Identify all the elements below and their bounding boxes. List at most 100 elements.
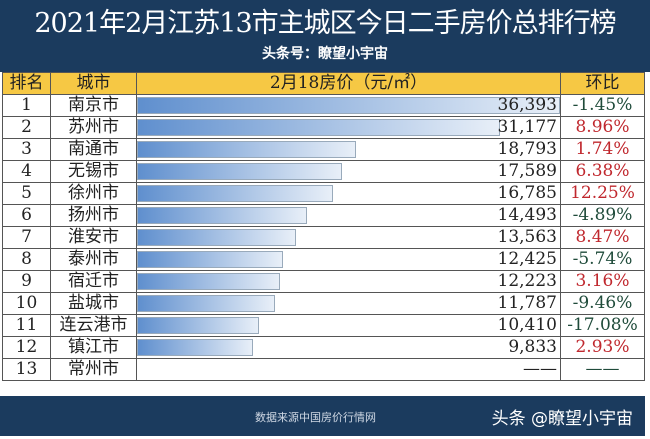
ranking-table: 排名 城市 2月18房价（元/㎡） 环比 1 南京市 36,393 -1.45%…	[2, 72, 645, 381]
table-row: 12 镇江市 9,833 2.93%	[2, 336, 645, 359]
change-cell: -4.89%	[560, 204, 645, 227]
header-rank: 排名	[2, 72, 51, 95]
change-cell: 3.16%	[560, 270, 645, 293]
rank-cell: 12	[2, 336, 51, 359]
price-value: 17,589	[497, 161, 557, 182]
city-cell: 泰州市	[50, 248, 137, 271]
price-bar	[137, 207, 307, 224]
price-bar	[137, 339, 253, 356]
price-value: 12,223	[497, 271, 557, 292]
table-row: 3 南通市 18,793 1.74%	[2, 138, 645, 161]
price-bar	[137, 229, 296, 246]
price-cell: 17,589	[136, 160, 561, 183]
price-cell: 14,493	[136, 204, 561, 227]
rank-cell: 5	[2, 182, 51, 205]
price-cell: 11,787	[136, 292, 561, 315]
price-value: 36,393	[497, 95, 557, 116]
page-title: 2021年2月江苏13市主城区今日二手房价总排行榜	[34, 8, 616, 39]
price-value: 13,563	[497, 227, 557, 248]
rank-cell: 4	[2, 160, 51, 183]
price-value: ——	[523, 359, 557, 380]
price-cell: 31,177	[136, 116, 561, 139]
city-cell: 无锡市	[50, 160, 137, 183]
price-cell: 16,785	[136, 182, 561, 205]
price-cell: 10,410	[136, 314, 561, 337]
title-banner: 2021年2月江苏13市主城区今日二手房价总排行榜 头条号：瞭望小宇宙	[0, 0, 650, 72]
change-cell: ——	[560, 358, 645, 381]
city-cell: 淮安市	[50, 226, 137, 249]
table-row: 1 南京市 36,393 -1.45%	[2, 94, 645, 117]
city-cell: 盐城市	[50, 292, 137, 315]
table-row: 5 徐州市 16,785 12.25%	[2, 182, 645, 205]
price-cell: 12,223	[136, 270, 561, 293]
price-value: 18,793	[497, 139, 557, 160]
rank-cell: 13	[2, 358, 51, 381]
table-row: 8 泰州市 12,425 -5.74%	[2, 248, 645, 271]
table-row: 10 盐城市 11,787 -9.46%	[2, 292, 645, 315]
price-bar	[137, 273, 281, 290]
change-cell: 8.47%	[560, 226, 645, 249]
price-bar	[137, 295, 276, 312]
price-bar	[137, 163, 343, 180]
change-cell: -9.46%	[560, 292, 645, 315]
city-cell: 扬州市	[50, 204, 137, 227]
change-cell: 12.25%	[560, 182, 645, 205]
price-bar	[137, 251, 283, 268]
price-bar	[137, 119, 500, 136]
price-bar	[137, 141, 357, 158]
table-row: 4 无锡市 17,589 6.38%	[2, 160, 645, 183]
rank-cell: 8	[2, 248, 51, 271]
rank-cell: 2	[2, 116, 51, 139]
city-cell: 镇江市	[50, 336, 137, 359]
change-cell: 1.74%	[560, 138, 645, 161]
rank-cell: 3	[2, 138, 51, 161]
change-cell: 2.93%	[560, 336, 645, 359]
price-value: 16,785	[497, 183, 557, 204]
price-value: 31,177	[497, 117, 557, 138]
header-change: 环比	[560, 72, 645, 95]
table-row: 9 宿迁市 12,223 3.16%	[2, 270, 645, 293]
change-cell: 6.38%	[560, 160, 645, 183]
price-value: 14,493	[497, 205, 557, 226]
city-cell: 南通市	[50, 138, 137, 161]
city-cell: 南京市	[50, 94, 137, 117]
watermark: 头条 @瞭望小宇宙	[491, 409, 633, 429]
change-cell: -1.45%	[560, 94, 645, 117]
table-row: 2 苏州市 31,177 8.96%	[2, 116, 645, 139]
rank-cell: 7	[2, 226, 51, 249]
price-value: 10,410	[497, 315, 557, 336]
header-city: 城市	[50, 72, 137, 95]
price-value: 12,425	[497, 249, 557, 270]
price-cell: 12,425	[136, 248, 561, 271]
footer: 数据来源中国房价行情网 头条 @瞭望小宇宙	[0, 396, 645, 436]
data-source: 数据来源中国房价行情网	[255, 411, 376, 424]
price-cell: 13,563	[136, 226, 561, 249]
table-header-row: 排名 城市 2月18房价（元/㎡） 环比	[2, 72, 645, 95]
city-cell: 徐州市	[50, 182, 137, 205]
rank-cell: 11	[2, 314, 51, 337]
price-value: 11,787	[497, 293, 557, 314]
price-bar	[137, 97, 560, 114]
city-cell: 连云港市	[50, 314, 137, 337]
price-bar	[137, 185, 334, 202]
table-row: 7 淮安市 13,563 8.47%	[2, 226, 645, 249]
rank-cell: 6	[2, 204, 51, 227]
header-price: 2月18房价（元/㎡）	[136, 72, 561, 95]
table-row: 13 常州市 —— ——	[2, 358, 645, 381]
price-bar	[137, 317, 260, 334]
rank-cell: 1	[2, 94, 51, 117]
price-cell: 36,393	[136, 94, 561, 117]
city-cell: 苏州市	[50, 116, 137, 139]
change-cell: -5.74%	[560, 248, 645, 271]
subtitle: 头条号：瞭望小宇宙	[262, 46, 388, 62]
change-cell: 8.96%	[560, 116, 645, 139]
city-cell: 宿迁市	[50, 270, 137, 293]
price-value: 9,833	[508, 337, 557, 358]
change-cell: -17.08%	[560, 314, 645, 337]
table-row: 6 扬州市 14,493 -4.89%	[2, 204, 645, 227]
rank-cell: 10	[2, 292, 51, 315]
rank-cell: 9	[2, 270, 51, 293]
price-cell: 9,833	[136, 336, 561, 359]
table-row: 11 连云港市 10,410 -17.08%	[2, 314, 645, 337]
price-cell: ——	[136, 358, 561, 381]
